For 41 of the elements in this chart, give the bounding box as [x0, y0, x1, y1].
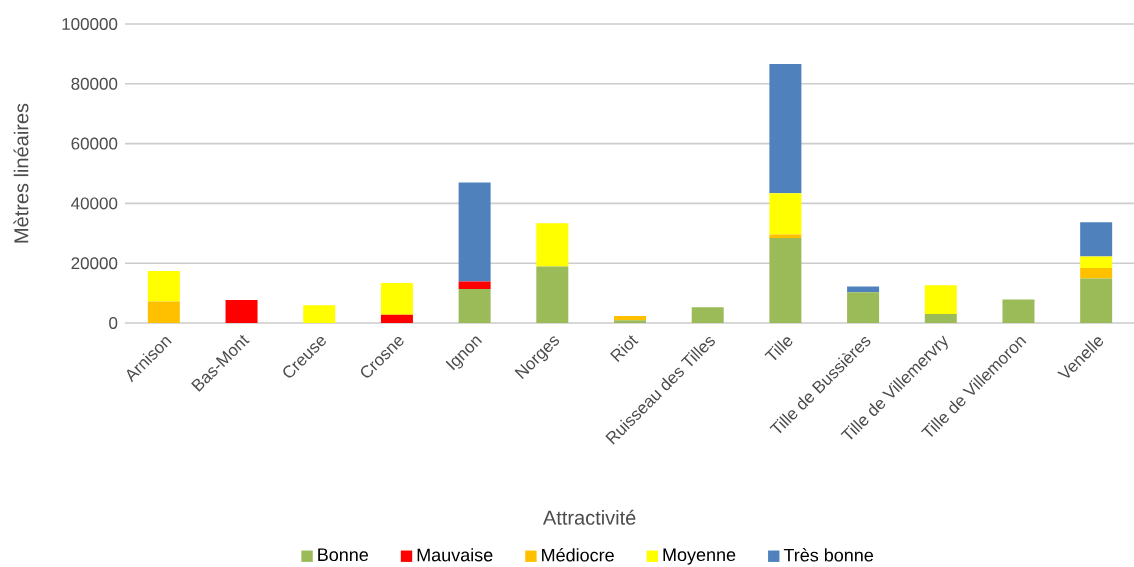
- bar: [769, 64, 802, 194]
- bar: [1080, 222, 1113, 257]
- bar: [147, 270, 180, 302]
- bar: [924, 285, 957, 315]
- x-tick-label: Riot: [610, 335, 639, 363]
- bar: [847, 292, 880, 323]
- bar: [924, 314, 957, 323]
- y-tick-label: 60000: [71, 137, 118, 150]
- bar: [1002, 299, 1035, 323]
- bar: [458, 288, 491, 323]
- x-tick-label: Tille: [764, 337, 793, 361]
- legend-label: Bonne: [318, 548, 369, 562]
- bar: [1080, 278, 1113, 323]
- legend-label: Moyenne: [663, 548, 736, 565]
- y-axis-title: Mètres linéaires: [13, 103, 29, 243]
- bar: [147, 301, 180, 323]
- legend-label: Mauvaise: [417, 548, 493, 562]
- bar: [1080, 256, 1113, 268]
- y-tick-label: 0: [109, 316, 118, 330]
- bar: [458, 182, 491, 282]
- bar: [536, 266, 569, 323]
- bar: [536, 223, 569, 267]
- bar: [380, 314, 413, 323]
- bar: [691, 307, 724, 323]
- x-axis-title: Attractivité: [542, 509, 636, 525]
- y-tick-label: 20000: [71, 257, 118, 270]
- legend-label: Très bonne: [783, 548, 874, 562]
- bar: [380, 282, 413, 315]
- bar: [614, 320, 647, 323]
- bar: [769, 238, 802, 323]
- bar: [769, 234, 802, 239]
- y-tick-label: 100000: [62, 17, 118, 30]
- bar: [614, 316, 647, 321]
- bar: [1080, 267, 1113, 279]
- bar: [458, 281, 491, 289]
- bar: [769, 193, 802, 235]
- bar: [225, 299, 258, 323]
- y-tick-label: 40000: [71, 197, 118, 210]
- bar: [303, 305, 336, 323]
- legend-label: Médiocre: [542, 548, 614, 562]
- y-tick-label: 80000: [71, 77, 118, 90]
